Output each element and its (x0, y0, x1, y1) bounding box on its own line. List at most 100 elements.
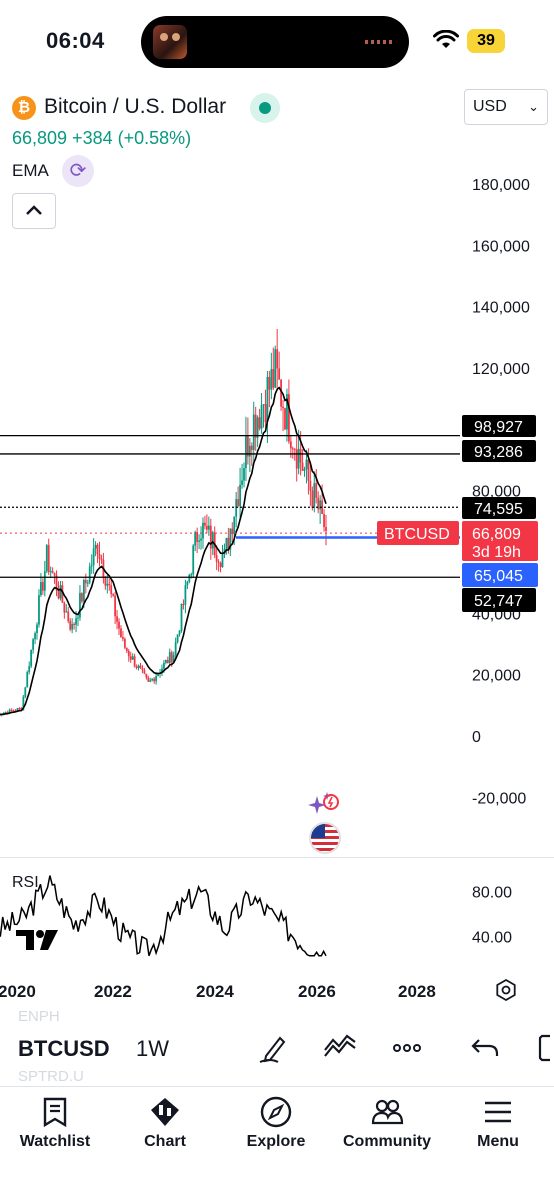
nav-menu[interactable]: Menu (443, 1087, 553, 1167)
price-chart[interactable]: 180,000160,000140,000120,00080,00040,000… (0, 84, 554, 854)
candle-body (219, 562, 222, 567)
collapse-legend-button[interactable] (12, 193, 56, 229)
dynamic-island[interactable] (141, 16, 409, 68)
candle-body (145, 673, 148, 678)
candle-body (317, 497, 320, 510)
candle-body (125, 647, 128, 651)
candle-body (297, 448, 300, 469)
rsi-label[interactable]: RSI (12, 874, 39, 891)
candle-body (252, 414, 255, 450)
candle-body (84, 580, 87, 584)
us-flag-icon[interactable] (309, 822, 341, 854)
candle-body (286, 394, 288, 430)
candle-body (53, 573, 56, 576)
rsi-pane[interactable]: 80.00 40.00 (0, 858, 554, 976)
currency-select[interactable]: USD ⌄ (464, 89, 548, 125)
audio-waveform-icon (365, 40, 395, 44)
candle-body (6, 712, 9, 714)
indicator-label[interactable]: EMA (12, 161, 49, 180)
symbol-tag-bg (377, 521, 459, 545)
candle-body (311, 490, 314, 508)
candle-body (229, 528, 232, 550)
symbol-tag: BTCUSD (377, 521, 459, 545)
price-tag-93286: 93,286 (462, 440, 536, 462)
clock: 06:04 (46, 28, 105, 53)
candle-body (164, 659, 167, 663)
candle-body (63, 602, 66, 613)
candle-body (291, 448, 294, 450)
candle-body (274, 349, 277, 388)
candle-body (77, 617, 79, 619)
ema-line (0, 386, 327, 716)
rsi-line (0, 875, 327, 957)
undo-icon[interactable] (467, 1030, 503, 1066)
x-tick-label: 2020 (0, 982, 36, 1001)
candle-body (96, 544, 99, 555)
tv-logo-part (16, 930, 34, 950)
candle-body (34, 633, 36, 640)
nav-watchlist[interactable]: Watchlist (0, 1087, 110, 1167)
fullscreen-icon[interactable] (530, 1030, 554, 1066)
candle-body (180, 603, 183, 631)
candle-body (143, 670, 146, 674)
watchlist-icon (43, 1097, 67, 1128)
tv-logo-part (36, 930, 44, 938)
symbol-button[interactable]: BTCUSD (18, 1036, 110, 1061)
price-tag-65045: 65,045 (462, 563, 538, 587)
candle-body (305, 459, 308, 470)
candle-body (32, 639, 35, 650)
candle-body (264, 404, 267, 423)
candle-body (82, 580, 85, 602)
market-open-status-icon[interactable] (250, 93, 280, 123)
bottom-nav: Watchlist Chart Explore Community Menu (0, 1086, 554, 1200)
candle-body (194, 532, 197, 546)
price-tag-93286-text: 93,286 (474, 444, 523, 461)
nav-explore[interactable]: Explore (221, 1087, 331, 1167)
nav-community[interactable]: Community (332, 1087, 442, 1167)
interval-button[interactable]: 1W (136, 1036, 169, 1061)
refresh-icon[interactable]: ⟳ (62, 155, 94, 187)
symbol-title[interactable]: Bitcoin / U.S. Dollar (44, 95, 227, 118)
candle-body (211, 532, 214, 549)
nav-label: Chart (144, 1133, 186, 1150)
nav-chart[interactable]: Chart (110, 1087, 220, 1167)
wifi-icon (433, 30, 459, 48)
candle-body (41, 582, 44, 591)
candle-body (112, 594, 115, 596)
indicators-icon[interactable] (322, 1030, 358, 1066)
candle-body (45, 545, 48, 572)
candle-body (186, 581, 189, 586)
candle-body (88, 566, 91, 583)
candle-body (123, 639, 126, 648)
candle-body (153, 678, 156, 682)
settings-icon[interactable] (494, 978, 518, 1002)
ai-sparkle-icon[interactable] (305, 786, 341, 822)
more-options-icon[interactable] (389, 1030, 425, 1066)
price-tag-52747-bg (462, 588, 536, 612)
candle-body (266, 376, 269, 423)
candle-body (22, 696, 25, 711)
candle-body (147, 677, 150, 682)
candle-body (202, 522, 204, 539)
drawing-tool-icon[interactable] (256, 1030, 292, 1066)
candle-body (59, 585, 62, 599)
candle-body (225, 537, 228, 549)
candle-body (49, 571, 52, 573)
candle-body (81, 593, 83, 602)
candle-body (75, 618, 77, 625)
candle-body (69, 621, 72, 630)
candle-body (73, 623, 76, 625)
candle-body (71, 623, 74, 630)
candle-body (86, 582, 89, 584)
pane-divider[interactable] (0, 857, 554, 858)
candle-body (254, 414, 257, 438)
candle-body (47, 545, 50, 573)
candle-body (299, 448, 302, 463)
adjacent-symbol-above: ENPH (18, 1008, 60, 1025)
candle-body (151, 678, 154, 681)
candle-body (65, 611, 68, 613)
candle-body (245, 435, 247, 469)
candle-body (325, 527, 327, 532)
candle-body (131, 656, 134, 660)
